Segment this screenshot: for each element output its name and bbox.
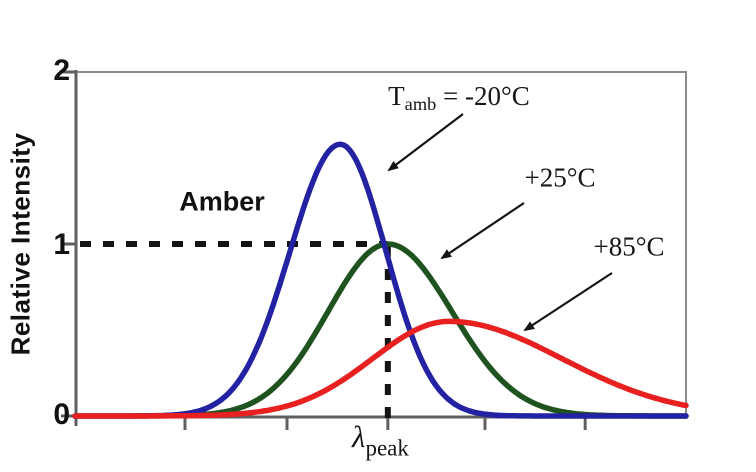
spectra-curves (72, 141, 689, 419)
x-axis-lambda-peak-label: λpeak (352, 419, 409, 462)
annotation-plus25: +25°C (524, 162, 596, 193)
arrow-to-minus20-curve (387, 113, 464, 172)
tamb-subscript: amb (404, 94, 437, 115)
y-tick-label-2: 2 (53, 54, 70, 87)
arrow-to-plus25-curve (440, 202, 525, 260)
arrow-to-plus85-curve (523, 272, 613, 332)
tamb-value: = -20°C (436, 80, 530, 111)
y-axis-title: Relative Intensity (5, 132, 36, 356)
tamb-base: T (388, 80, 405, 111)
annotation-arrows (387, 113, 613, 332)
y-tick-label-1: 1 (53, 228, 70, 261)
amber-series-title: Amber (179, 186, 265, 217)
curve-plus25C (72, 241, 689, 419)
x-axis-ticks (183, 417, 587, 430)
lambda-symbol: λ (352, 419, 366, 454)
annotation-plus85: +85°C (593, 231, 665, 262)
y-tick-label-0: 0 (53, 398, 70, 431)
annotation-tamb-minus20: Tamb = -20°C (388, 81, 530, 115)
curve-plus85C (72, 318, 689, 419)
lambda-subscript: peak (365, 435, 409, 461)
